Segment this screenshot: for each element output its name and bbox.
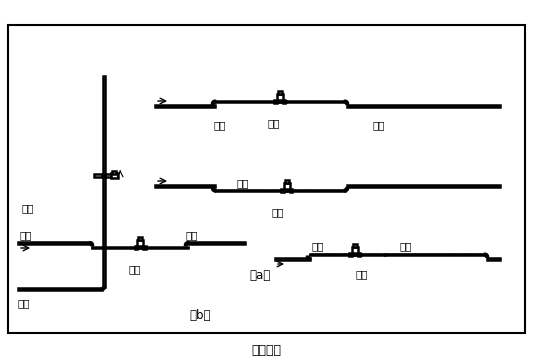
Bar	[358, 253, 360, 256]
Bar	[135, 245, 137, 249]
Text: 图（四）: 图（四）	[252, 344, 281, 357]
Text: 气泡: 气泡	[400, 242, 413, 252]
Bar	[105, 174, 110, 178]
Text: 错误: 错误	[237, 178, 249, 188]
Bar	[353, 244, 357, 247]
Bar	[143, 245, 146, 249]
Text: 错误: 错误	[355, 269, 367, 279]
Text: （b）: （b）	[189, 309, 211, 322]
Text: 液体: 液体	[213, 120, 225, 130]
Text: 液体: 液体	[18, 298, 30, 308]
Text: 正确: 正确	[268, 119, 280, 129]
Text: 气泡: 气泡	[186, 230, 198, 240]
Text: 气泡: 气泡	[312, 242, 325, 252]
Bar	[350, 253, 352, 256]
Text: 正确: 正确	[22, 203, 35, 213]
Bar	[277, 94, 283, 100]
Bar	[110, 174, 117, 178]
Text: 正确: 正确	[128, 264, 141, 274]
Bar	[8, 25, 525, 333]
Text: 液体: 液体	[372, 120, 385, 130]
Bar	[289, 188, 292, 192]
Bar	[285, 180, 288, 183]
Bar	[283, 100, 286, 103]
Bar	[138, 237, 142, 240]
Bar	[112, 171, 116, 174]
Bar	[284, 183, 289, 188]
Text: （a）: （a）	[249, 269, 271, 282]
Bar	[274, 100, 277, 103]
Text: 气泡: 气泡	[20, 230, 33, 240]
Bar	[137, 240, 143, 245]
Text: 液体: 液体	[271, 208, 284, 217]
Bar	[94, 174, 102, 178]
Bar	[352, 247, 358, 253]
Bar	[278, 91, 282, 94]
Bar	[281, 188, 284, 192]
